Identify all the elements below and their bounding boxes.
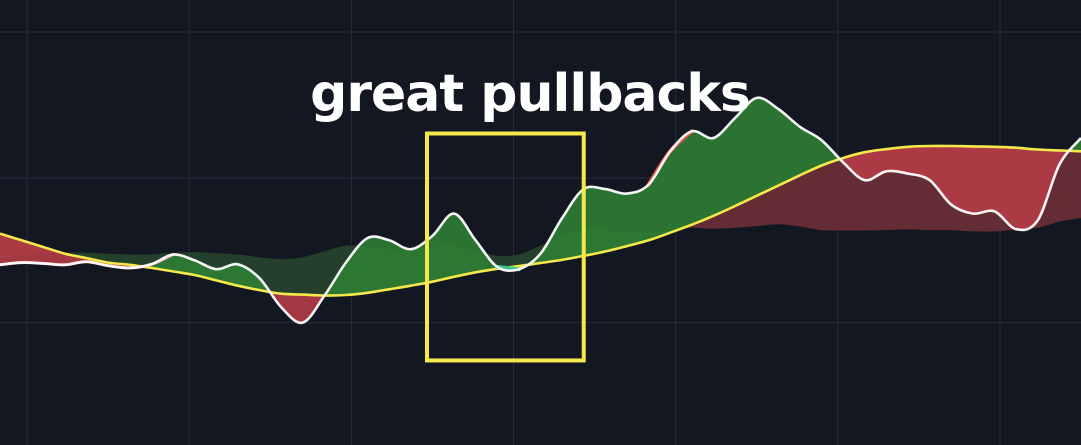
highlight-box (424, 131, 586, 363)
chart-lines-layer (0, 96, 1081, 325)
annotation-text: great pullbacks (310, 64, 750, 124)
oscillator-area-bullish (0, 97, 1081, 296)
oscillator-area-layer (0, 97, 1081, 323)
highlight-box-layer (424, 131, 586, 363)
shadow-area-layer (0, 145, 1081, 296)
shadow-area-bearish (0, 145, 1081, 296)
signal-line (0, 144, 1081, 297)
oscillator-line (0, 96, 1081, 325)
